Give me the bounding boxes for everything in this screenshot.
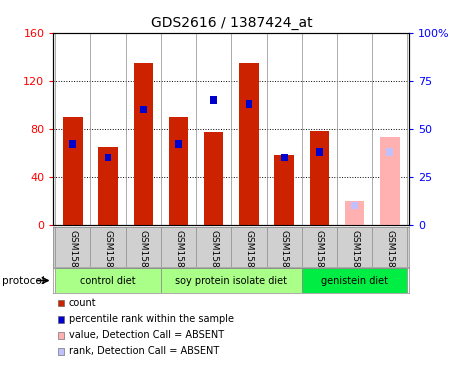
- Title: GDS2616 / 1387424_at: GDS2616 / 1387424_at: [151, 16, 312, 30]
- Text: GSM158580: GSM158580: [104, 230, 113, 285]
- Text: GSM158581: GSM158581: [139, 230, 148, 285]
- Bar: [239, 63, 259, 225]
- Bar: [55, 268, 161, 293]
- Bar: [281, 154, 287, 161]
- Bar: [133, 63, 153, 225]
- Bar: [310, 131, 329, 225]
- Text: soy protein isolate diet: soy protein isolate diet: [175, 275, 287, 286]
- Bar: [99, 147, 118, 225]
- Bar: [316, 148, 323, 156]
- Bar: [105, 154, 112, 161]
- Text: GSM158587: GSM158587: [350, 230, 359, 285]
- Bar: [302, 268, 407, 293]
- Text: percentile rank within the sample: percentile rank within the sample: [69, 314, 233, 324]
- Bar: [69, 140, 76, 148]
- Bar: [345, 201, 364, 225]
- Bar: [140, 106, 146, 113]
- Text: count: count: [69, 298, 96, 308]
- Bar: [210, 96, 217, 104]
- Text: GSM158586: GSM158586: [315, 230, 324, 285]
- Text: GSM158583: GSM158583: [209, 230, 218, 285]
- Text: genistein diet: genistein diet: [321, 275, 388, 286]
- Bar: [274, 155, 294, 225]
- Text: GSM158585: GSM158585: [279, 230, 289, 285]
- Bar: [161, 268, 302, 293]
- Bar: [246, 100, 252, 108]
- Text: protocol: protocol: [2, 275, 45, 286]
- Text: control diet: control diet: [80, 275, 136, 286]
- Bar: [63, 117, 82, 225]
- Bar: [386, 148, 393, 156]
- Bar: [351, 202, 358, 209]
- Text: GSM158584: GSM158584: [245, 230, 253, 285]
- Text: rank, Detection Call = ABSENT: rank, Detection Call = ABSENT: [69, 346, 219, 356]
- Bar: [380, 137, 399, 225]
- Bar: [169, 117, 188, 225]
- Bar: [175, 140, 182, 148]
- Text: value, Detection Call = ABSENT: value, Detection Call = ABSENT: [69, 330, 224, 340]
- Text: GSM158588: GSM158588: [385, 230, 394, 285]
- Text: GSM158582: GSM158582: [174, 230, 183, 285]
- Text: GSM158579: GSM158579: [68, 230, 77, 285]
- Bar: [204, 132, 223, 225]
